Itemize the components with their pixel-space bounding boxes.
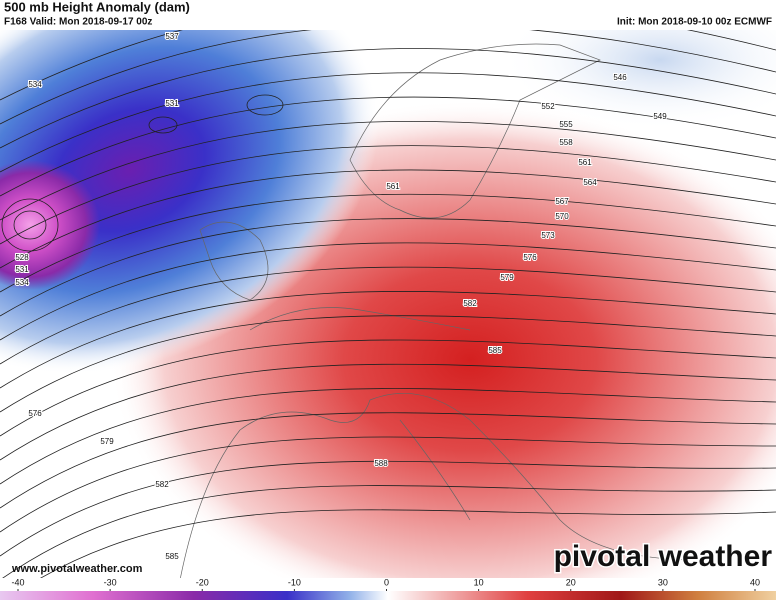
contour-line [0,460,776,557]
contour-label: 567 [555,197,569,206]
contour-label: 552 [541,102,555,111]
contour-line [0,72,776,173]
contour-line [0,30,776,101]
contour-line [40,509,776,578]
contour-line [0,266,776,365]
contour-line [0,193,776,293]
contour-label: 528 [15,253,29,262]
contour-label: 579 [100,437,114,446]
colorbar-tick-label: -20 [196,577,209,587]
colorbar-tick-label: -10 [288,577,301,587]
contour-line [0,290,776,389]
contour-label: 579 [500,273,514,282]
contour-line [0,96,776,197]
contour-label: 534 [15,278,29,287]
contour-label: 549 [653,112,667,121]
contour-label: 531 [15,265,29,274]
contour-label: 585 [165,552,179,561]
contour-line [0,315,776,413]
contour-line [1,198,59,252]
contour-line [0,169,776,269]
contour-label: 537 [165,32,179,41]
colorbar-tick-label: -40 [11,577,24,587]
contour-line [0,30,776,125]
contour-line [0,388,776,485]
contour-line [0,436,776,533]
contour-line [0,145,776,245]
anomaly-area [0,160,100,290]
contour-label: 582 [463,299,477,308]
contour-label: 570 [555,212,569,221]
contour-line [0,242,776,341]
valid-time: F168 Valid: Mon 2018-09-17 00z [4,17,152,28]
colorbar-tick-label: 0 [384,577,389,587]
contour-label: 558 [559,138,573,147]
colorbar-tick-label: 40 [750,577,760,587]
logo: pivotal weather [554,540,773,573]
colorbar-tick-label: 20 [566,577,576,587]
contour-label: 531 [165,99,179,108]
contour-label: 561 [386,182,400,191]
contour-label: 564 [583,178,597,187]
contour-label: 585 [488,346,502,355]
contour-labels: 537 534 531 528 531 534 546 549 552 555 558 561 564 5… [14,31,668,562]
contour-line [2,485,776,578]
contour-label: 582 [155,480,169,489]
contour-label: 546 [613,73,627,82]
contour-line [0,218,776,317]
contour-label: 534 [28,80,42,89]
colorbar-tick-label: 10 [474,577,484,587]
colorbar [0,591,776,600]
contour-label: 576 [28,409,42,418]
contour-label: 573 [541,231,555,240]
contour-line [246,94,284,116]
contour-line [13,210,47,240]
contour-line [0,412,776,509]
init-time: Init: Mon 2018-09-10 00z ECMWF [617,17,772,28]
contour-label: 555 [559,120,573,129]
contour-line [0,363,776,461]
contour-label: 576 [523,253,537,262]
map-title: 500 mb Height Anomaly (dam) [4,0,190,14]
site-url: www.pivotalweather.com [11,563,143,575]
anomaly-area [500,30,776,130]
colorbar-tick-label: 30 [658,577,668,587]
contour-line [0,120,776,221]
contour-label: 588 [374,459,388,468]
contour-label: 561 [578,158,592,167]
contour-line [0,339,776,437]
contour-line [148,116,178,134]
contour-line [0,48,776,149]
colorbar-tick-label: -30 [104,577,117,587]
